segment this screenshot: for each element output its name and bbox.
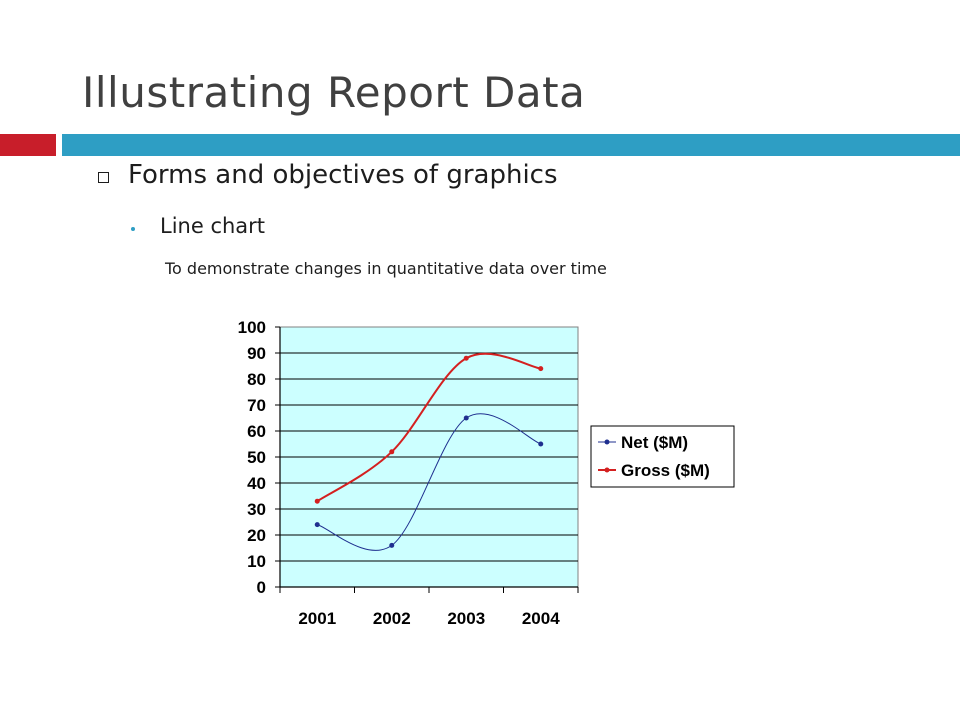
y-tick-label: 30 xyxy=(247,500,266,519)
slide-title: Illustrating Report Data xyxy=(82,68,586,117)
data-point xyxy=(538,366,544,372)
data-point xyxy=(389,542,395,548)
accent-bar-blue xyxy=(62,134,960,156)
data-point xyxy=(389,449,395,455)
y-tick-label: 0 xyxy=(257,578,266,597)
y-tick-label: 20 xyxy=(247,526,266,545)
x-tick-label: 2004 xyxy=(522,609,560,628)
x-tick-label: 2003 xyxy=(447,609,485,628)
bullet-level2: Line chart xyxy=(160,214,266,238)
x-tick-label: 2001 xyxy=(298,609,336,628)
y-tick-label: 70 xyxy=(247,396,266,415)
y-tick-label: 100 xyxy=(238,318,266,337)
x-tick-label: 2002 xyxy=(373,609,411,628)
y-tick-label: 60 xyxy=(247,422,266,441)
bullet-level1: Forms and objectives of graphics xyxy=(128,160,558,190)
bullet-level3: To demonstrate changes in quantitative d… xyxy=(165,259,607,278)
dot-bullet-icon xyxy=(131,227,135,231)
y-tick-label: 80 xyxy=(247,370,266,389)
square-bullet-icon xyxy=(98,172,109,183)
data-point xyxy=(463,355,469,361)
y-tick-label: 90 xyxy=(247,344,266,363)
data-point xyxy=(314,522,320,528)
y-tick-label: 40 xyxy=(247,474,266,493)
data-point xyxy=(538,441,544,447)
legend-swatch-marker xyxy=(604,467,610,473)
series-line xyxy=(317,413,541,551)
legend-box xyxy=(590,425,735,488)
y-tick-label: 50 xyxy=(247,448,266,467)
legend-entry: Net ($M) xyxy=(621,433,688,452)
legend-swatch-marker xyxy=(604,439,610,445)
y-tick-label: 10 xyxy=(247,552,266,571)
series-line xyxy=(316,352,541,503)
accent-bar-red xyxy=(0,134,56,156)
data-point xyxy=(314,498,320,504)
legend-entry: Gross ($M) xyxy=(621,461,710,480)
data-point xyxy=(463,415,469,421)
